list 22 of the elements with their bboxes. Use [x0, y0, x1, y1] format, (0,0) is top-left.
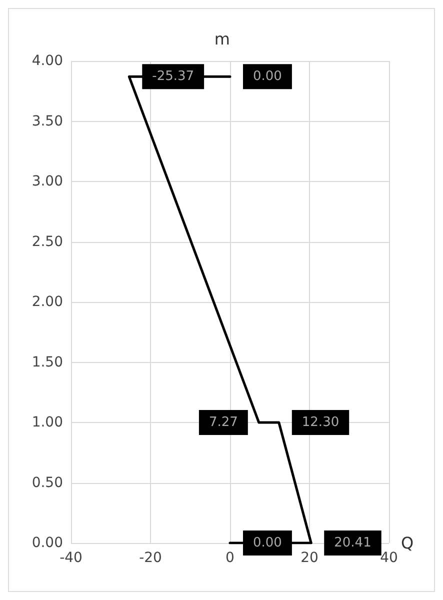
- y-tick-label: 1.50: [32, 354, 63, 370]
- data-label: 7.27: [208, 415, 238, 430]
- x-tick-label: 20: [300, 550, 318, 566]
- x-axis-title: Q: [401, 534, 414, 552]
- y-tick-label: 2.00: [32, 294, 63, 310]
- data-label: -25.37: [152, 69, 194, 84]
- x-tick-label: 0: [226, 550, 234, 566]
- data-label: 0.00: [253, 536, 282, 550]
- y-axis-title: m: [214, 30, 230, 48]
- data-label: 0.00: [253, 69, 282, 84]
- y-tick-label: 0.50: [32, 474, 63, 491]
- y-tick-label: 3.00: [32, 174, 63, 190]
- y-tick-label: 0.00: [32, 535, 63, 551]
- data-label: 20.41: [334, 536, 372, 550]
- y-tick-label: 3.50: [32, 113, 63, 130]
- data-label: 12.30: [302, 415, 340, 430]
- y-tick-label: 4.00: [32, 53, 63, 69]
- x-tick-label: -20: [139, 550, 162, 566]
- x-tick-label: 40: [380, 550, 398, 566]
- y-tick-label: 1.00: [32, 414, 63, 430]
- y-tick-label: 2.50: [32, 234, 63, 250]
- x-tick-label: -40: [60, 550, 82, 566]
